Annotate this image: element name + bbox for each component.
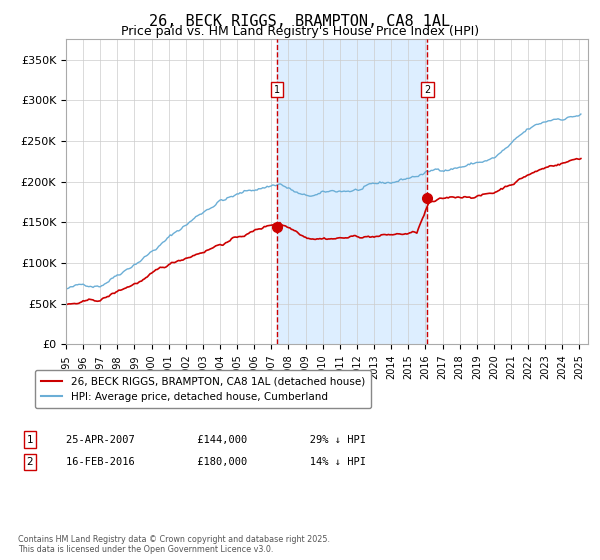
Text: 2: 2 [424, 85, 431, 95]
Text: Contains HM Land Registry data © Crown copyright and database right 2025.
This d: Contains HM Land Registry data © Crown c… [18, 535, 330, 554]
Legend: 26, BECK RIGGS, BRAMPTON, CA8 1AL (detached house), HPI: Average price, detached: 26, BECK RIGGS, BRAMPTON, CA8 1AL (detac… [35, 370, 371, 408]
Text: 1: 1 [26, 435, 34, 445]
Text: 25-APR-2007          £144,000          29% ↓ HPI: 25-APR-2007 £144,000 29% ↓ HPI [66, 435, 366, 445]
Bar [277, 39, 427, 344]
Text: 26, BECK RIGGS, BRAMPTON, CA8 1AL: 26, BECK RIGGS, BRAMPTON, CA8 1AL [149, 14, 451, 29]
Text: Price paid vs. HM Land Registry's House Price Index (HPI): Price paid vs. HM Land Registry's House … [121, 25, 479, 38]
Text: 1: 1 [274, 85, 280, 95]
Text: 16-FEB-2016          £180,000          14% ↓ HPI: 16-FEB-2016 £180,000 14% ↓ HPI [66, 457, 366, 467]
Text: 2: 2 [26, 457, 34, 467]
